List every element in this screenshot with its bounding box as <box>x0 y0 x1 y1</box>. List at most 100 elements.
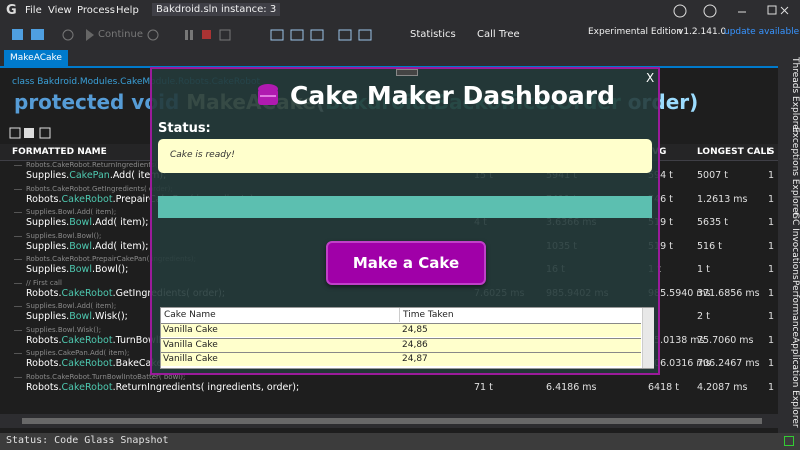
cake-icon <box>258 84 278 105</box>
cell-text: 6.4186 ms <box>546 381 597 393</box>
help-icon[interactable] <box>673 4 687 18</box>
power-icon[interactable] <box>62 29 74 41</box>
side-tab[interactable]: Application Explorer <box>790 337 800 428</box>
document-tab[interactable]: MakeACake <box>4 50 68 66</box>
menu-item[interactable]: Process <box>77 5 115 16</box>
view-icon[interactable] <box>39 127 51 139</box>
close-button[interactable]: X <box>646 71 655 85</box>
caller-text: Robots.CakeRobot.TurnBowlIntoBatter( bow… <box>26 372 186 381</box>
row-line <box>14 235 22 237</box>
grid-row[interactable] <box>161 352 641 366</box>
step-icon[interactable] <box>358 29 372 41</box>
class-line: class Bakdroid.Modules.CakeModule.Robots… <box>12 77 260 87</box>
method-part: Bowl <box>69 264 92 275</box>
caller-text: Robots.CakeRobot.PrepairCakePan( ingredi… <box>26 255 197 263</box>
method-part: CakePan <box>69 170 110 181</box>
step-icon[interactable] <box>310 29 324 41</box>
column-header[interactable]: S <box>768 147 775 157</box>
solution-name: Bakdroid.sln instance: 3 <box>152 3 281 16</box>
make-cake-button[interactable]: Make a Cake <box>326 241 486 285</box>
cell-text: 985.5940 ms <box>648 287 711 299</box>
caller-text: Supplies.CakePan.Add( item); <box>26 349 130 357</box>
method-part: .Add( item); <box>91 217 149 228</box>
cell-text: 706.0316 ms <box>648 358 711 369</box>
side-tab[interactable]: Threads Explorer <box>790 57 800 134</box>
grid-header[interactable]: Cake Name <box>164 310 216 320</box>
update-link[interactable]: update available <box>724 27 800 37</box>
statistics-button[interactable]: Statistics <box>410 29 456 40</box>
grid-row[interactable] <box>161 323 641 337</box>
caller-text: Supplies.Bowl.Add( item); <box>26 302 117 310</box>
method-part: Supplies. <box>26 217 70 228</box>
cell-text: 1 t <box>697 264 710 275</box>
step-icon[interactable] <box>290 29 304 41</box>
cell-text: 4.2087 ms <box>697 381 748 393</box>
dialog-title: Cake Maker Dashboard <box>290 81 615 110</box>
continue-button[interactable]: Continue <box>98 29 143 40</box>
cell-text: 1.2613 ms <box>697 193 748 205</box>
cell-text: 594 t <box>648 170 673 181</box>
grid-cell: Vanilla Cake <box>163 354 218 364</box>
method-part: Supplies. <box>26 170 70 181</box>
history-icon[interactable] <box>147 29 159 41</box>
restore-button[interactable] <box>767 5 777 15</box>
method-part: CakeRobot <box>61 334 113 346</box>
save-all-icon[interactable] <box>31 29 44 40</box>
cell-text: 1 <box>768 240 775 252</box>
cell-text: 75.7060 ms <box>697 334 754 346</box>
status-check <box>784 436 794 446</box>
cell-text: 1 <box>768 334 775 346</box>
side-tab[interactable]: GC Invocations <box>790 212 800 280</box>
step-icon[interactable] <box>270 29 284 41</box>
view-icon[interactable] <box>24 128 34 138</box>
pause-icon[interactable] <box>185 30 188 40</box>
method-part: .ReturnIngredients( ingredients, order); <box>112 381 300 393</box>
feedback-icon[interactable] <box>703 4 717 18</box>
method-name: Supplies.Bowl.Add( item); <box>26 217 148 228</box>
cell-text: 6418 t <box>648 381 679 393</box>
cell-text: 516 t <box>697 240 722 252</box>
menu-item[interactable]: View <box>48 5 72 16</box>
view-icon[interactable] <box>9 127 21 139</box>
cell-text: 519 t <box>648 240 673 252</box>
step-icon[interactable] <box>338 29 352 41</box>
row-line <box>14 212 22 213</box>
row-line <box>14 329 22 331</box>
side-tab[interactable]: Exceptions Explorer <box>790 127 800 217</box>
caller-text: Supplies.Bowl.Add( item); <box>26 208 117 216</box>
logo: G <box>6 3 17 18</box>
cell-text: 71 t <box>474 381 493 393</box>
call-tree-button[interactable]: Call Tree <box>477 29 520 40</box>
cell-text: 1 <box>768 264 775 275</box>
caller-text: Robots.CakeRobot.GetIngredients( order); <box>26 184 173 193</box>
h-scroll-thumb[interactable] <box>22 418 762 424</box>
method-part: .Wisk(); <box>91 311 128 322</box>
grid-header[interactable]: Time Taken <box>403 310 454 320</box>
column-header[interactable]: FORMATTED NAME <box>12 147 107 157</box>
cell-text: 2 t <box>697 311 710 322</box>
column-header[interactable]: LONGEST CALL <box>697 147 772 157</box>
side-tab[interactable]: Performance <box>790 280 800 338</box>
close-button[interactable] <box>780 6 789 15</box>
continue-icon[interactable] <box>86 29 94 41</box>
restart-icon[interactable] <box>219 29 231 41</box>
menu-item[interactable]: Help <box>116 5 139 16</box>
caller-text: Supplies.Bowl.Bowl(); <box>26 231 102 240</box>
method-part: Robots. <box>26 381 62 393</box>
stop-icon[interactable] <box>202 30 211 39</box>
method-part: Robots. <box>26 287 62 299</box>
save-icon[interactable] <box>12 29 23 40</box>
row-line <box>14 306 22 307</box>
grid-row[interactable] <box>161 337 641 352</box>
row-line <box>14 353 22 354</box>
cell-text: 1 <box>768 311 775 322</box>
caller-text: Robots.CakeRobot.ReturnIngredients( ingr… <box>26 161 228 169</box>
grid-scrollbar[interactable] <box>642 308 654 368</box>
method-part: Robots. <box>26 358 62 369</box>
method-part: .Add( item); <box>109 170 167 181</box>
status-bar <box>0 433 800 450</box>
pause-icon-bar <box>190 30 193 40</box>
drag-handle[interactable] <box>396 69 418 76</box>
method-part: CakeRobot <box>61 358 113 369</box>
menu-item[interactable]: File <box>25 5 42 16</box>
